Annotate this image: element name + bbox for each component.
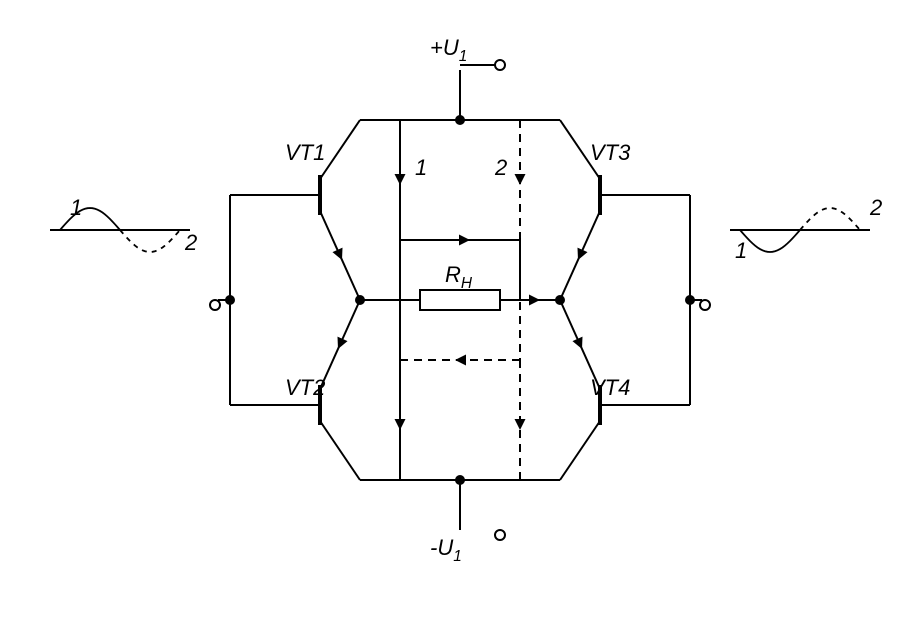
left-input-wave <box>120 230 180 252</box>
supply-neg-label: -U1 <box>430 535 462 565</box>
bridge-amplifier-schematic: +U1 -U1 VT1 VT2 VT3 VT4 RH 1 2 1 2 1 2 <box>0 0 921 617</box>
left-sine-1: 1 <box>70 195 82 220</box>
vt3-label: VT3 <box>590 140 631 165</box>
load-label: RH <box>445 262 473 292</box>
path1-label: 1 <box>415 155 427 180</box>
right-sine-1: 1 <box>735 238 747 263</box>
path2-label: 2 <box>494 155 507 180</box>
right-sine-2: 2 <box>869 195 882 220</box>
vt2-label: VT2 <box>285 375 325 400</box>
left-sine-2: 2 <box>184 230 197 255</box>
load-resistor <box>420 290 500 310</box>
vt1-label: VT1 <box>285 140 325 165</box>
supply-pos-label: +U1 <box>430 35 467 65</box>
vt4-label: VT4 <box>590 375 630 400</box>
